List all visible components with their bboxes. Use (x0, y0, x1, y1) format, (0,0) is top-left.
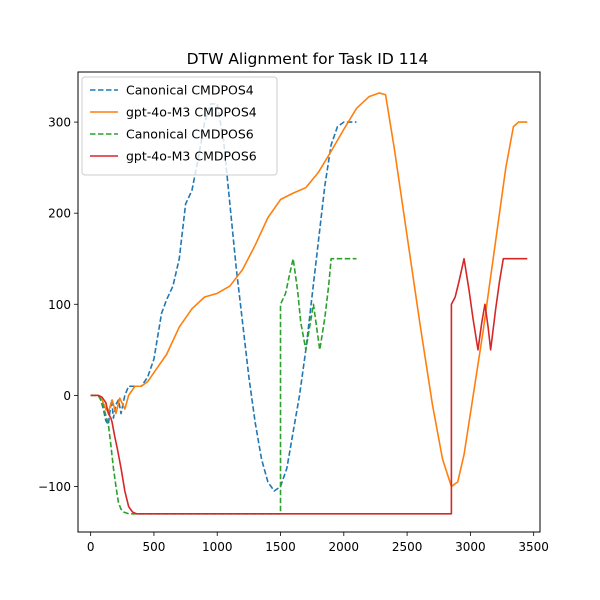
x-tick-label: 3500 (518, 540, 549, 554)
x-tick-label: 500 (142, 540, 165, 554)
y-tick-label: 200 (48, 207, 71, 221)
x-tick-label: 1500 (265, 540, 296, 554)
x-tick-label: 3000 (455, 540, 486, 554)
y-tick-label: 300 (48, 116, 71, 130)
legend-label: gpt-4o-M3 CMDPOS4 (126, 105, 257, 120)
x-tick-label: 2000 (329, 540, 360, 554)
series-line-4 (90, 257, 528, 515)
y-axis: −100 0 100 200 300 (38, 116, 78, 494)
x-tick-label: 1000 (202, 540, 233, 554)
plot-lines (90, 92, 528, 515)
x-tick-label: 0 (87, 540, 95, 554)
y-tick-label: 100 (48, 298, 71, 312)
legend-label: Canonical CMDPOS4 (126, 83, 254, 98)
y-tick-label: 0 (63, 389, 71, 403)
series-line-2 (90, 92, 528, 488)
legend: Canonical CMDPOS4 gpt-4o-M3 CMDPOS4 Canoni… (81, 76, 278, 176)
series-line-3 (90, 257, 357, 515)
plot-frame (77, 71, 541, 533)
chart-title: DTW Alignment for Task ID 114 (187, 50, 429, 68)
y-tick-label: −100 (38, 480, 71, 494)
x-axis: 0 500 1000 1500 2000 2500 3000 3500 (87, 532, 549, 554)
x-tick-label: 2500 (392, 540, 423, 554)
legend-label: gpt-4o-M3 CMDPOS6 (126, 149, 257, 164)
legend-label: Canonical CMDPOS6 (126, 127, 254, 142)
legend-box (81, 76, 278, 176)
